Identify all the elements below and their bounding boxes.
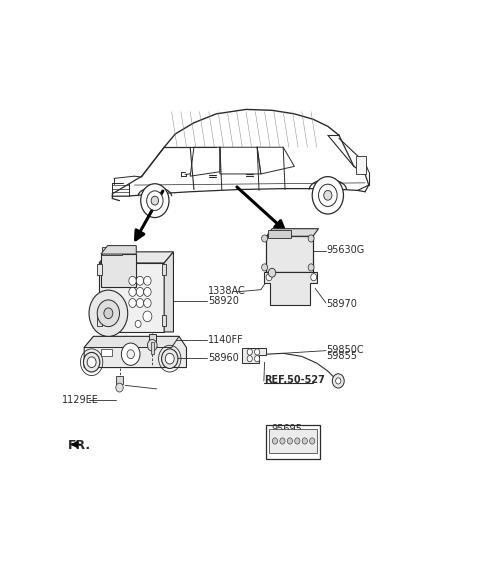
Bar (148, 334, 156, 342)
Text: 1140FF: 1140FF (208, 335, 244, 345)
Polygon shape (101, 246, 136, 254)
Text: 1129EE: 1129EE (62, 395, 99, 405)
Circle shape (268, 268, 276, 277)
Bar (101, 254, 136, 287)
Circle shape (162, 349, 178, 368)
Text: 58960: 58960 (208, 353, 239, 363)
Circle shape (165, 353, 174, 364)
Circle shape (311, 273, 317, 281)
Circle shape (104, 308, 113, 318)
Circle shape (141, 184, 169, 217)
Circle shape (302, 438, 307, 444)
Circle shape (247, 349, 252, 355)
Text: 59855: 59855 (326, 351, 357, 361)
Circle shape (262, 235, 267, 242)
Polygon shape (242, 347, 266, 363)
Circle shape (332, 374, 344, 388)
Circle shape (89, 290, 128, 336)
Bar (269, 429, 317, 454)
Circle shape (254, 349, 260, 355)
Circle shape (310, 438, 315, 444)
Circle shape (116, 383, 123, 392)
Circle shape (87, 357, 96, 368)
Bar (97, 264, 102, 276)
Text: 58970: 58970 (326, 299, 357, 309)
Circle shape (144, 276, 151, 285)
Bar (266, 236, 313, 272)
Circle shape (247, 355, 252, 362)
Text: 58920: 58920 (208, 296, 239, 306)
Circle shape (280, 438, 285, 444)
Circle shape (143, 311, 152, 322)
Circle shape (312, 177, 344, 214)
Bar (266, 425, 321, 459)
Circle shape (129, 299, 136, 307)
Bar (97, 315, 102, 326)
Bar (162, 264, 167, 276)
Bar (101, 349, 112, 356)
Circle shape (319, 184, 337, 206)
Circle shape (295, 438, 300, 444)
Polygon shape (164, 252, 173, 332)
Circle shape (97, 300, 120, 327)
Text: FR.: FR. (68, 439, 91, 452)
Circle shape (127, 350, 134, 358)
Text: 59850C: 59850C (326, 344, 364, 355)
Circle shape (266, 273, 272, 281)
Circle shape (308, 264, 314, 271)
Circle shape (147, 339, 157, 351)
Polygon shape (84, 336, 179, 347)
Circle shape (136, 287, 144, 297)
Circle shape (151, 196, 158, 205)
Text: 1338AC: 1338AC (208, 286, 246, 296)
Circle shape (308, 235, 314, 242)
Bar (356, 156, 366, 174)
Circle shape (144, 299, 151, 307)
Bar (116, 376, 123, 384)
Text: REF.50-527: REF.50-527 (264, 375, 325, 385)
Circle shape (336, 378, 341, 384)
Circle shape (147, 191, 163, 210)
Circle shape (121, 343, 140, 365)
Bar (99, 263, 164, 332)
Text: 95695: 95695 (271, 424, 302, 434)
Bar (102, 247, 122, 255)
Polygon shape (99, 252, 173, 263)
Circle shape (262, 264, 267, 271)
Polygon shape (84, 336, 186, 368)
Polygon shape (264, 272, 317, 305)
FancyBboxPatch shape (151, 342, 154, 354)
Circle shape (254, 355, 260, 362)
Polygon shape (266, 229, 319, 236)
Circle shape (136, 276, 144, 285)
Circle shape (84, 353, 100, 372)
Circle shape (129, 276, 136, 285)
Bar (268, 229, 291, 238)
Bar (162, 315, 167, 326)
Circle shape (288, 438, 292, 444)
Circle shape (324, 190, 332, 200)
Circle shape (136, 299, 144, 307)
Circle shape (273, 438, 277, 444)
Circle shape (144, 287, 151, 297)
Circle shape (129, 287, 136, 297)
Circle shape (135, 320, 141, 328)
Text: 95630G: 95630G (326, 244, 365, 255)
